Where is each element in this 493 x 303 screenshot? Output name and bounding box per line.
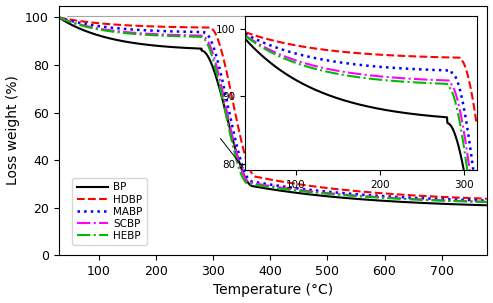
SCBP <box>476 200 482 203</box>
HEBP <box>105 29 110 33</box>
MABP <box>56 16 62 19</box>
SCBP <box>430 198 436 202</box>
BP <box>430 201 436 205</box>
Line: BP: BP <box>59 18 488 205</box>
Legend: BP, HDBP, MABP, SCBP, HEBP: BP, HDBP, MABP, SCBP, HEBP <box>72 178 146 245</box>
MABP <box>130 28 136 32</box>
BP <box>239 168 245 171</box>
SCBP <box>485 200 491 204</box>
HDBP <box>130 24 136 28</box>
X-axis label: Temperature (°C): Temperature (°C) <box>213 283 333 298</box>
MABP <box>220 82 226 85</box>
BP <box>220 100 226 104</box>
MABP <box>485 199 491 202</box>
BP <box>105 36 110 40</box>
MABP <box>430 197 436 201</box>
HDBP <box>220 55 226 59</box>
HDBP <box>105 22 110 26</box>
SCBP <box>130 31 136 35</box>
BP <box>485 204 491 207</box>
BP <box>130 41 136 45</box>
HDBP <box>476 197 482 200</box>
HDBP <box>430 195 436 198</box>
Line: HEBP: HEBP <box>59 18 488 202</box>
Line: HDBP: HDBP <box>59 18 488 199</box>
MABP <box>105 25 110 29</box>
SCBP <box>220 92 226 96</box>
BP <box>56 16 62 19</box>
MABP <box>239 162 245 165</box>
SCBP <box>56 16 62 19</box>
HEBP <box>476 200 482 204</box>
SCBP <box>105 28 110 32</box>
HEBP <box>430 198 436 202</box>
Y-axis label: Loss weight (%): Loss weight (%) <box>5 75 20 185</box>
MABP <box>476 198 482 202</box>
Line: MABP: MABP <box>59 18 488 201</box>
HEBP <box>130 32 136 36</box>
HDBP <box>56 16 62 19</box>
BP <box>476 203 482 207</box>
HEBP <box>485 200 491 204</box>
SCBP <box>239 168 245 172</box>
HEBP <box>56 16 62 19</box>
HEBP <box>239 174 245 177</box>
HEBP <box>220 100 226 104</box>
HDBP <box>485 197 491 201</box>
HDBP <box>239 141 245 144</box>
Line: SCBP: SCBP <box>59 18 488 202</box>
